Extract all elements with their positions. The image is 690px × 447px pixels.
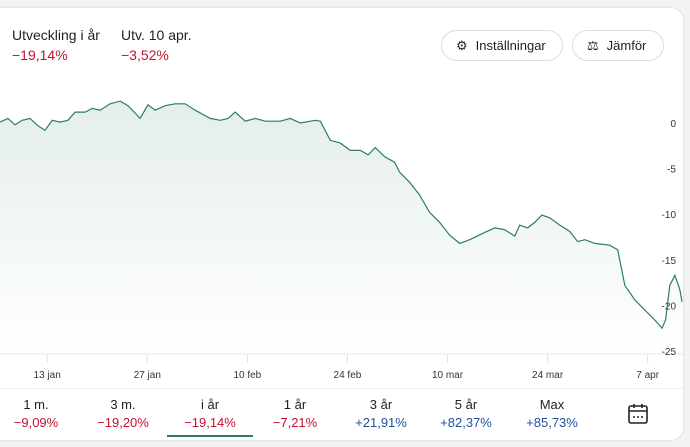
x-tick-label: 13 jan [34, 370, 61, 381]
tab-change: +21,91% [355, 415, 407, 430]
tab-change: +85,73% [526, 415, 578, 430]
tab-label: Max [539, 397, 565, 412]
day-stat: Utv. 10 apr. −3,52% [121, 27, 192, 63]
y-tick-label: 0 [670, 119, 676, 130]
tab-0[interactable]: 1 m. −9,09% [0, 397, 81, 430]
settings-button[interactable]: ⚙ Inställningar [441, 30, 563, 61]
calendar-icon[interactable] [627, 403, 649, 425]
tab-2[interactable]: i år −19,14% [165, 397, 255, 430]
y-tick-label: -25 [662, 347, 677, 358]
day-label: Utv. 10 apr. [121, 27, 192, 43]
tab-label: i år [200, 397, 220, 412]
tab-5[interactable]: 5 år +82,37% [421, 397, 511, 430]
ytd-value: −19,14% [12, 47, 68, 63]
settings-label: Inställningar [475, 38, 546, 53]
tab-6[interactable]: Max +85,73% [507, 397, 597, 430]
tab-3[interactable]: 1 år −7,21% [250, 397, 340, 430]
compare-button[interactable]: ⚖ Jämför [572, 30, 664, 61]
tab-change: +82,37% [440, 415, 492, 430]
tab-change: −9,09% [13, 415, 59, 430]
x-tick-label: 24 mar [532, 370, 564, 381]
area-fill [0, 101, 682, 351]
tab-label: 5 år [454, 397, 478, 412]
ytd-stat: Utveckling i år −19,14% [12, 27, 100, 63]
tab-label: 3 år [369, 397, 393, 412]
price-line [0, 100, 683, 330]
day-value: −3,52% [121, 47, 169, 63]
y-tick-label: -5 [667, 165, 676, 176]
tab-change: −7,21% [272, 415, 318, 430]
tab-change: −19,14% [184, 415, 236, 430]
tab-label: 1 år [283, 397, 307, 412]
tab-change: −19,20% [97, 415, 149, 430]
compare-label: Jämför [606, 38, 647, 53]
tab-label: 1 m. [23, 397, 49, 412]
active-tab-indicator [167, 435, 253, 437]
x-tick-label: 24 feb [334, 370, 362, 381]
x-tick-label: 10 mar [432, 370, 464, 381]
tab-4[interactable]: 3 år +21,91% [336, 397, 426, 430]
y-tick-label: -10 [662, 210, 677, 221]
period-tabs: 1 m. −9,09% 3 m. −19,20% i år −19,14% 1 år −7,2… [0, 388, 683, 440]
x-tick-label: 7 apr [636, 370, 659, 381]
y-tick-label: -15 [662, 256, 677, 267]
x-tick-label: 10 feb [233, 370, 261, 381]
tab-label: 3 m. [110, 397, 136, 412]
scale-icon: ⚖ [587, 37, 599, 53]
ytd-label: Utveckling i år [12, 27, 100, 43]
x-tick-label: 27 jan [134, 370, 161, 381]
gear-icon: ⚙ [456, 37, 468, 53]
tab-1[interactable]: 3 m. −19,20% [78, 397, 168, 430]
